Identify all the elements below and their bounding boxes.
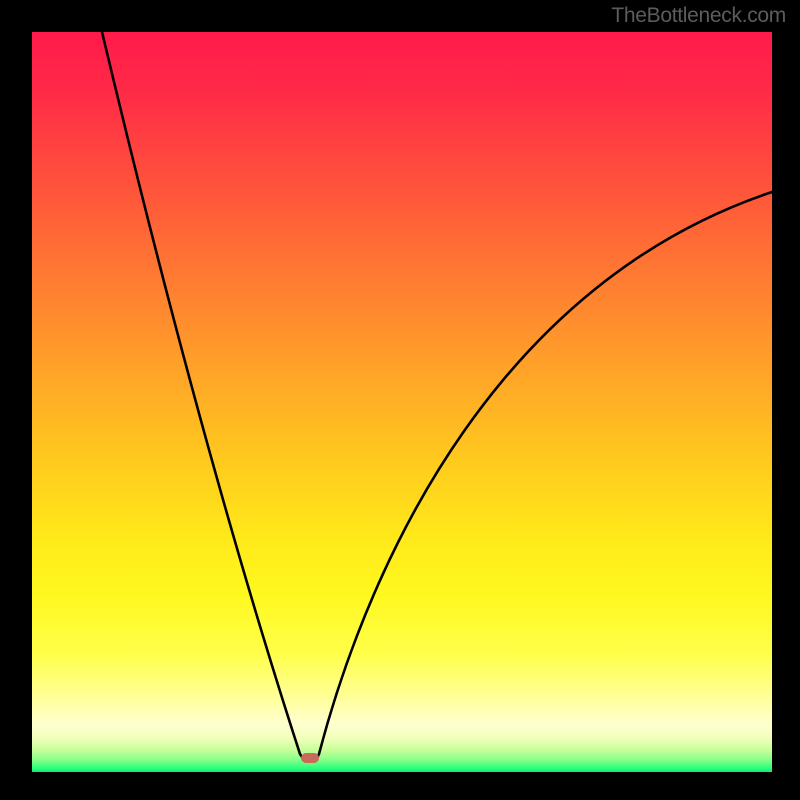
plot-area — [32, 32, 772, 772]
border-left — [0, 0, 32, 800]
border-bottom — [0, 772, 800, 800]
optimal-point-marker — [301, 753, 319, 763]
watermark-text: TheBottleneck.com — [611, 4, 786, 28]
curve-path — [102, 32, 772, 761]
bottleneck-curve — [32, 32, 772, 772]
chart-container: TheBottleneck.com — [0, 0, 800, 800]
border-right — [772, 0, 800, 800]
